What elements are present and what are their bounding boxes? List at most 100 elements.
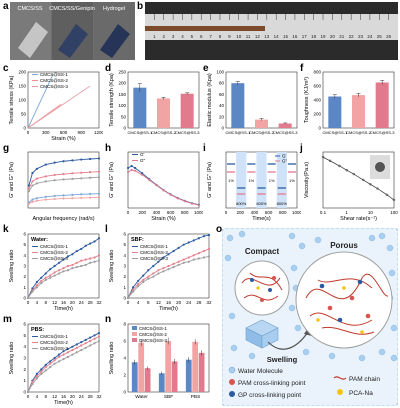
- data-point: [31, 290, 34, 293]
- y-axis-label: Tensile stress (KPa): [9, 75, 15, 124]
- bar: [192, 341, 199, 392]
- data-point: [97, 192, 101, 195]
- data-point: [89, 344, 92, 347]
- data-point: [192, 254, 195, 257]
- series-line: [322, 156, 395, 201]
- data-point: [26, 390, 30, 394]
- data-point: [80, 196, 83, 200]
- strain-label: 1%: [248, 178, 254, 183]
- data-point: [183, 200, 186, 203]
- legend-label: CMCS@SS-1: [40, 334, 68, 339]
- y-tick-label: 400: [313, 98, 321, 103]
- y-axis-label: G' and G'' (Pa): [109, 162, 115, 198]
- x-tick-label: 1000: [194, 210, 203, 215]
- compact-network: [234, 260, 290, 316]
- compact-pam-chains: [241, 272, 283, 301]
- data-point: [142, 278, 145, 281]
- data-point: [207, 247, 211, 251]
- y-axis-label: G' and G'' (Pa): [9, 162, 15, 198]
- panel-label-k: k: [3, 224, 9, 235]
- data-point: [148, 178, 151, 182]
- x-tick-label: SBF: [164, 394, 173, 400]
- y-tick-label: 200: [118, 81, 126, 86]
- data-point: [197, 204, 201, 207]
- panel-label-i: i: [203, 143, 206, 154]
- water-molecule: [314, 236, 322, 244]
- data-point: [80, 259, 83, 262]
- x-tick-label: 0: [127, 210, 130, 215]
- data-point: [182, 258, 185, 261]
- data-point: [162, 270, 165, 273]
- data-point: [35, 177, 38, 180]
- legend-gp-point: GP cross-linking point: [238, 392, 301, 399]
- x-tick-label: 8: [44, 394, 47, 399]
- panel-label-b: b: [137, 1, 144, 12]
- chart-title: SBF:: [131, 237, 144, 243]
- data-point: [80, 247, 83, 251]
- stretched-hydrogel-strip: [145, 26, 265, 31]
- panel-label-a: a: [3, 1, 9, 12]
- x-tick-label: 4: [36, 300, 39, 305]
- data-point: [44, 276, 47, 279]
- data-point: [40, 281, 43, 285]
- data-point: [130, 168, 133, 172]
- panel-b-photo: 1 2 3 4 5 6 7 8 9 10 11 12 13 14 15 16 17 18 19 20 21 22 23 24 2…: [145, 2, 398, 60]
- y-tick-label: 6: [23, 232, 26, 237]
- y-tick-label: 0: [123, 126, 126, 131]
- data-point: [53, 173, 56, 177]
- data-point: [89, 261, 92, 264]
- legend-label: CMCS@SS-2: [40, 250, 68, 255]
- compact-title: Compact: [245, 247, 280, 256]
- data-point: [49, 360, 52, 363]
- data-point: [126, 296, 130, 300]
- series-line: [28, 176, 100, 192]
- strain-label: 1%: [289, 178, 295, 183]
- x-tick-label: 32: [96, 300, 102, 305]
- data-point: [80, 341, 83, 344]
- water-molecule: [248, 352, 256, 360]
- data-point: [71, 267, 74, 270]
- ruler-number: 1: [153, 34, 156, 39]
- data-point: [31, 200, 34, 203]
- data-point: [97, 339, 101, 343]
- data-point: [62, 197, 65, 200]
- bar: [254, 119, 269, 128]
- y-tick-label: 100: [216, 70, 224, 75]
- x-tick-label: 16: [61, 300, 67, 305]
- y-tick-label: 3: [123, 264, 126, 269]
- y-tick-label: 5: [123, 242, 126, 247]
- ruler-number: 5: [191, 34, 194, 39]
- data-point: [162, 189, 165, 192]
- legend-label: CMCS@SS-3: [40, 84, 68, 89]
- legend-label: CMCS@SS-1: [140, 244, 168, 249]
- data-point: [93, 337, 96, 340]
- ruler-number: 12: [255, 34, 261, 39]
- series-line: [127, 165, 200, 206]
- data-point: [49, 276, 52, 279]
- data-point: [57, 269, 61, 272]
- data-point: [97, 259, 101, 262]
- data-point: [57, 355, 61, 358]
- x-tick-label: 4: [137, 300, 140, 305]
- x-tick-label: 200: [138, 210, 146, 215]
- series-line: [127, 255, 210, 299]
- chart-e: Elastic modulus (Kpa) 0 20 40 60 80 100 CMCS@SS…: [207, 70, 298, 136]
- data-point: [35, 284, 38, 287]
- data-point: [57, 360, 61, 363]
- ruler-number: 9: [228, 34, 231, 39]
- ruler-number: 3: [172, 34, 175, 39]
- y-tick-label: 5: [23, 333, 26, 338]
- x-axis-label: Time(s): [252, 216, 271, 222]
- data-point: [31, 382, 34, 386]
- ruler-number: 6: [200, 34, 203, 39]
- data-point: [147, 269, 150, 272]
- water-molecule: [378, 348, 386, 356]
- data-point: [93, 342, 96, 345]
- data-point: [27, 187, 30, 190]
- data-point: [126, 170, 130, 174]
- axes: [27, 151, 100, 209]
- high-strain-band: [276, 152, 287, 208]
